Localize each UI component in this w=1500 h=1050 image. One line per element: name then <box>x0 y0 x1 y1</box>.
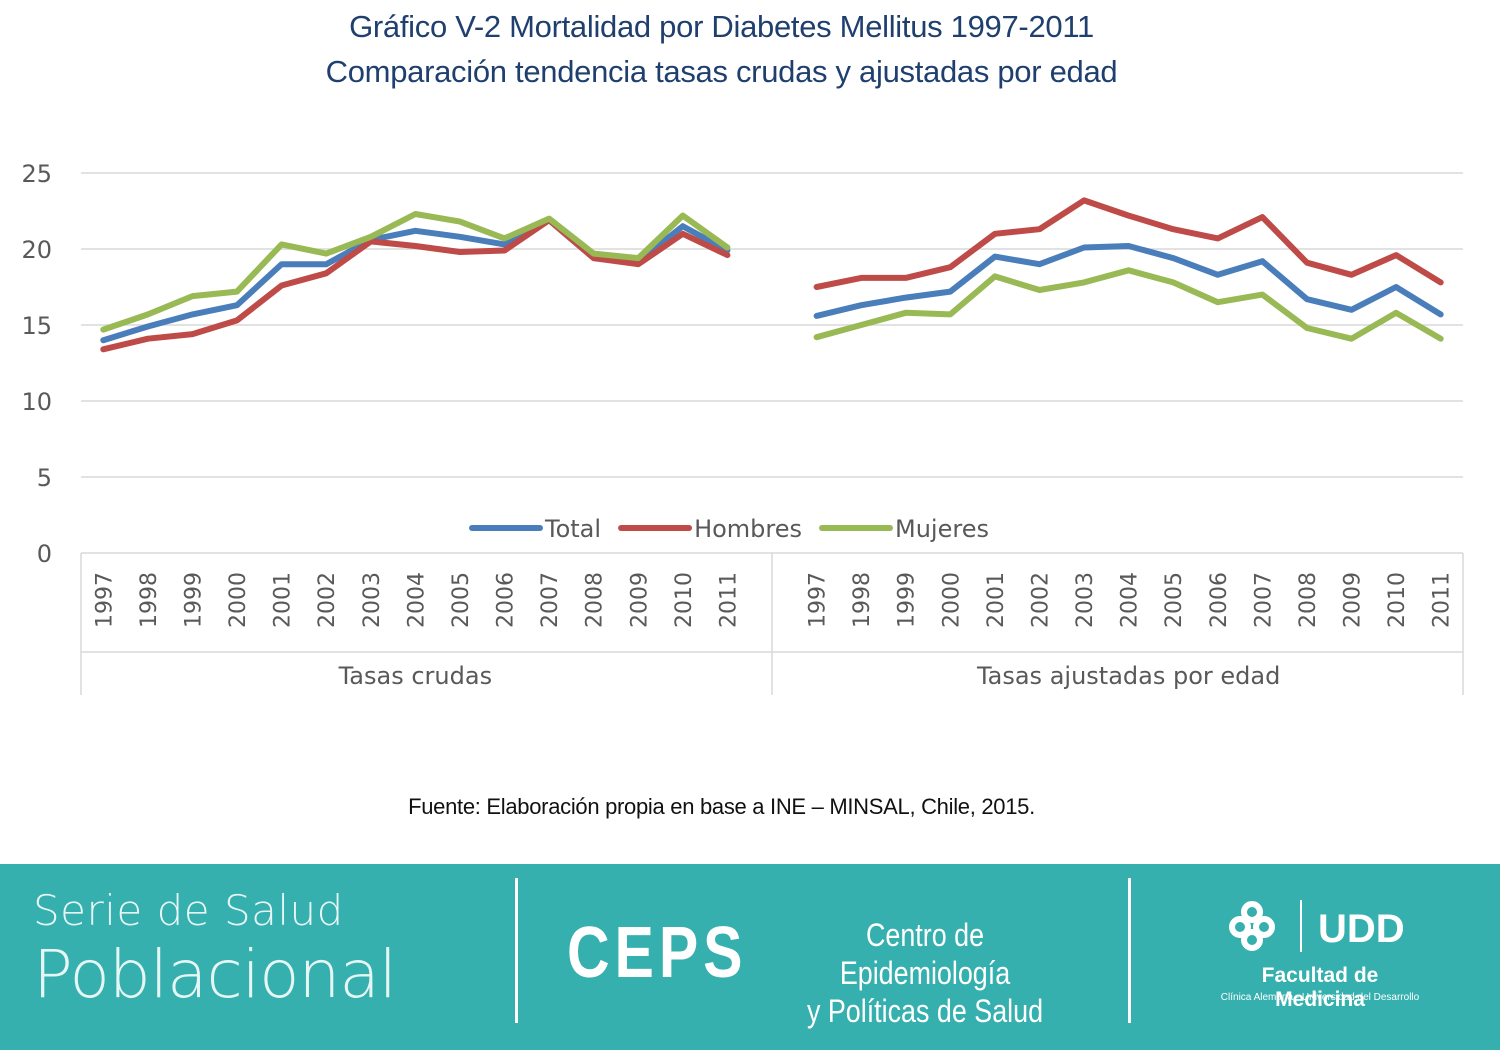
legend-label: Total <box>544 515 601 543</box>
x-tick-label: 2011 <box>1430 572 1455 628</box>
x-tick-label: 2010 <box>672 572 697 628</box>
y-tick-label: 25 <box>21 160 52 188</box>
x-tick-label: 1998 <box>137 572 162 628</box>
series-line <box>100 211 731 333</box>
y-tick-label: 5 <box>37 464 52 492</box>
x-tick-label: 2011 <box>716 572 741 628</box>
faculty-name: Facultad de Medicina <box>1261 964 1379 1011</box>
series-name-line1: Serie de Salud <box>33 886 344 935</box>
x-tick-label: 2007 <box>538 572 563 628</box>
x-tick-label: 2006 <box>1207 572 1232 628</box>
x-tick-label: 2000 <box>226 572 251 628</box>
group-label: Tasas ajustadas por edad <box>976 662 1280 690</box>
faculty-subtitle: Clínica Alemana - Universidad del Desarr… <box>1220 992 1420 1003</box>
y-tick-label: 20 <box>21 236 52 264</box>
x-tick-label: 2009 <box>1341 572 1366 628</box>
x-tick-label: 1999 <box>895 572 920 628</box>
x-tick-label: 2002 <box>315 572 340 628</box>
ceps-full-name: Centro de Epidemiología y Políticas de S… <box>795 916 1055 1030</box>
line-chart: 0 5 10 15 20 25 1997 1998 1999 2000 2001 2002 2003 20… <box>21 160 1464 695</box>
udd-wordmark: UDD <box>1318 907 1405 951</box>
x-tick-label: 2000 <box>939 572 964 628</box>
y-tick-label: 10 <box>21 388 52 416</box>
x-tick-label: 2005 <box>1162 572 1187 628</box>
x-tick-label: 1997 <box>92 572 117 628</box>
x-tick-label: 2010 <box>1385 572 1410 628</box>
x-tick-label: 2003 <box>1073 572 1098 628</box>
x-tick-label: 2004 <box>404 572 429 628</box>
group-label: Tasas crudas <box>338 662 492 690</box>
chart-title-line1: Gráfico V-2 Mortalidad por Diabetes Mell… <box>349 9 1094 44</box>
footer-banner: Serie de Salud Poblacional CEPS Centro d… <box>0 864 1500 1050</box>
series-name-line2: Poblacional <box>33 936 397 1013</box>
x-tick-label: 1999 <box>181 572 206 628</box>
ceps-logo-text: CEPS <box>567 913 748 993</box>
legend-label: Hombres <box>694 515 802 543</box>
y-tick-label: 0 <box>37 540 52 568</box>
ceps-name-line2: y Políticas de Salud <box>806 993 1044 1029</box>
x-tick-label: 2003 <box>360 572 385 628</box>
series-line <box>813 243 1444 319</box>
series-line <box>100 217 731 344</box>
series-line <box>813 197 1444 290</box>
series-line <box>100 217 731 353</box>
x-tick-label: 2002 <box>1028 572 1053 628</box>
chart-title-line2: Comparación tendencia tasas crudas y aju… <box>325 54 1118 89</box>
udd-logo-icon: UDD <box>1229 900 1405 952</box>
x-tick-label: 2008 <box>1296 572 1321 628</box>
x-tick-label: 2008 <box>583 572 608 628</box>
series-line <box>813 267 1444 342</box>
footer-divider <box>515 878 518 1023</box>
x-tick-label: 1997 <box>806 572 831 628</box>
x-tick-label: 2001 <box>271 572 296 628</box>
footer-divider <box>1128 878 1131 1023</box>
source-note: Fuente: Elaboración propia en base a INE… <box>408 794 1035 819</box>
x-tick-label: 2004 <box>1118 572 1143 628</box>
x-tick-label: 2001 <box>984 572 1009 628</box>
x-tick-label: 2005 <box>449 572 474 628</box>
legend-label: Mujeres <box>895 515 989 543</box>
y-tick-label: 15 <box>21 312 52 340</box>
x-tick-label: 2007 <box>1251 572 1276 628</box>
x-tick-label: 2006 <box>494 572 519 628</box>
x-tick-label: 1998 <box>850 572 875 628</box>
x-tick-label: 2009 <box>627 572 652 628</box>
ceps-name-line1: Centro de Epidemiología <box>839 917 1011 991</box>
